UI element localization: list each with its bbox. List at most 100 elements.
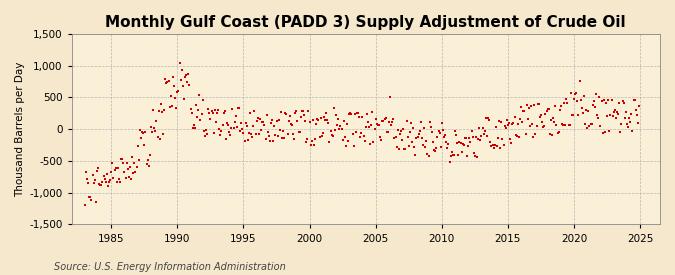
Point [85,195,96,199]
Point [385,95,396,100]
Point [179,97,190,101]
Point [362,111,373,116]
Point [551,123,562,127]
Point [184,83,195,87]
Point [87,172,98,177]
Point [582,125,593,130]
Point [421,139,432,143]
Point [251,118,262,123]
Point [368,140,379,144]
Point [550,104,561,108]
Point [596,98,607,103]
Point [263,134,274,138]
Point [455,141,466,145]
Point [412,135,423,139]
Point [321,111,331,115]
Point [572,99,583,103]
Point [594,95,605,99]
Point [347,132,358,136]
Point [537,119,547,124]
Point [308,118,319,122]
Title: Monthly Gulf Coast (PADD 3) Supply Adjustment of Crude Oil: Monthly Gulf Coast (PADD 3) Supply Adjus… [105,15,626,30]
Point [324,139,335,144]
Point [265,138,275,143]
Point [122,167,133,171]
Point [481,116,491,120]
Point [350,112,360,116]
Point [186,111,197,115]
Point [230,114,241,119]
Point [476,134,487,138]
Point [244,131,254,135]
Point [352,110,362,115]
Point [418,143,429,147]
Point [404,130,415,134]
Point [83,181,94,185]
Point [367,109,378,114]
Point [249,108,260,113]
Point [446,150,457,155]
Point [568,97,579,101]
Point [526,122,537,126]
Point [119,170,130,174]
Point [560,123,570,128]
Point [626,111,637,116]
Point [519,108,530,113]
Point [256,128,267,133]
Point [620,116,630,120]
Point [279,136,290,141]
Point [223,130,234,134]
Point [215,133,225,138]
Point [561,97,572,101]
Point [223,123,234,128]
Point [495,145,506,150]
Point [427,140,438,144]
Point [160,77,171,81]
Point [248,124,259,129]
Point [481,134,492,138]
Point [235,128,246,133]
Point [463,144,474,148]
Point [280,110,291,115]
Point [542,107,553,111]
Point [181,73,192,77]
Point [576,106,587,110]
Point [313,118,324,122]
Point [107,161,117,166]
Point [432,135,443,139]
Point [516,105,526,109]
Point [504,120,514,125]
Point [362,120,373,124]
Point [275,127,286,132]
Point [522,117,533,122]
Point [97,180,108,184]
Point [137,129,148,134]
Point [625,119,636,124]
Point [244,111,255,115]
Point [383,130,394,134]
Point [331,122,342,127]
Point [446,154,456,158]
Point [601,101,612,105]
Point [240,120,251,125]
Point [589,99,599,104]
Point [196,111,207,116]
Point [213,108,223,112]
Point [371,117,381,121]
Point [80,203,90,208]
Point [487,143,498,147]
Point [348,144,359,149]
Point [427,130,437,134]
Point [350,130,361,134]
Point [397,138,408,142]
Point [254,117,265,121]
Point [520,132,531,136]
Point [111,180,122,184]
Point [485,140,495,144]
Point [260,137,271,141]
Point [599,98,610,103]
Point [161,81,171,86]
Point [99,176,110,181]
Point [124,175,134,179]
Point [479,129,490,133]
